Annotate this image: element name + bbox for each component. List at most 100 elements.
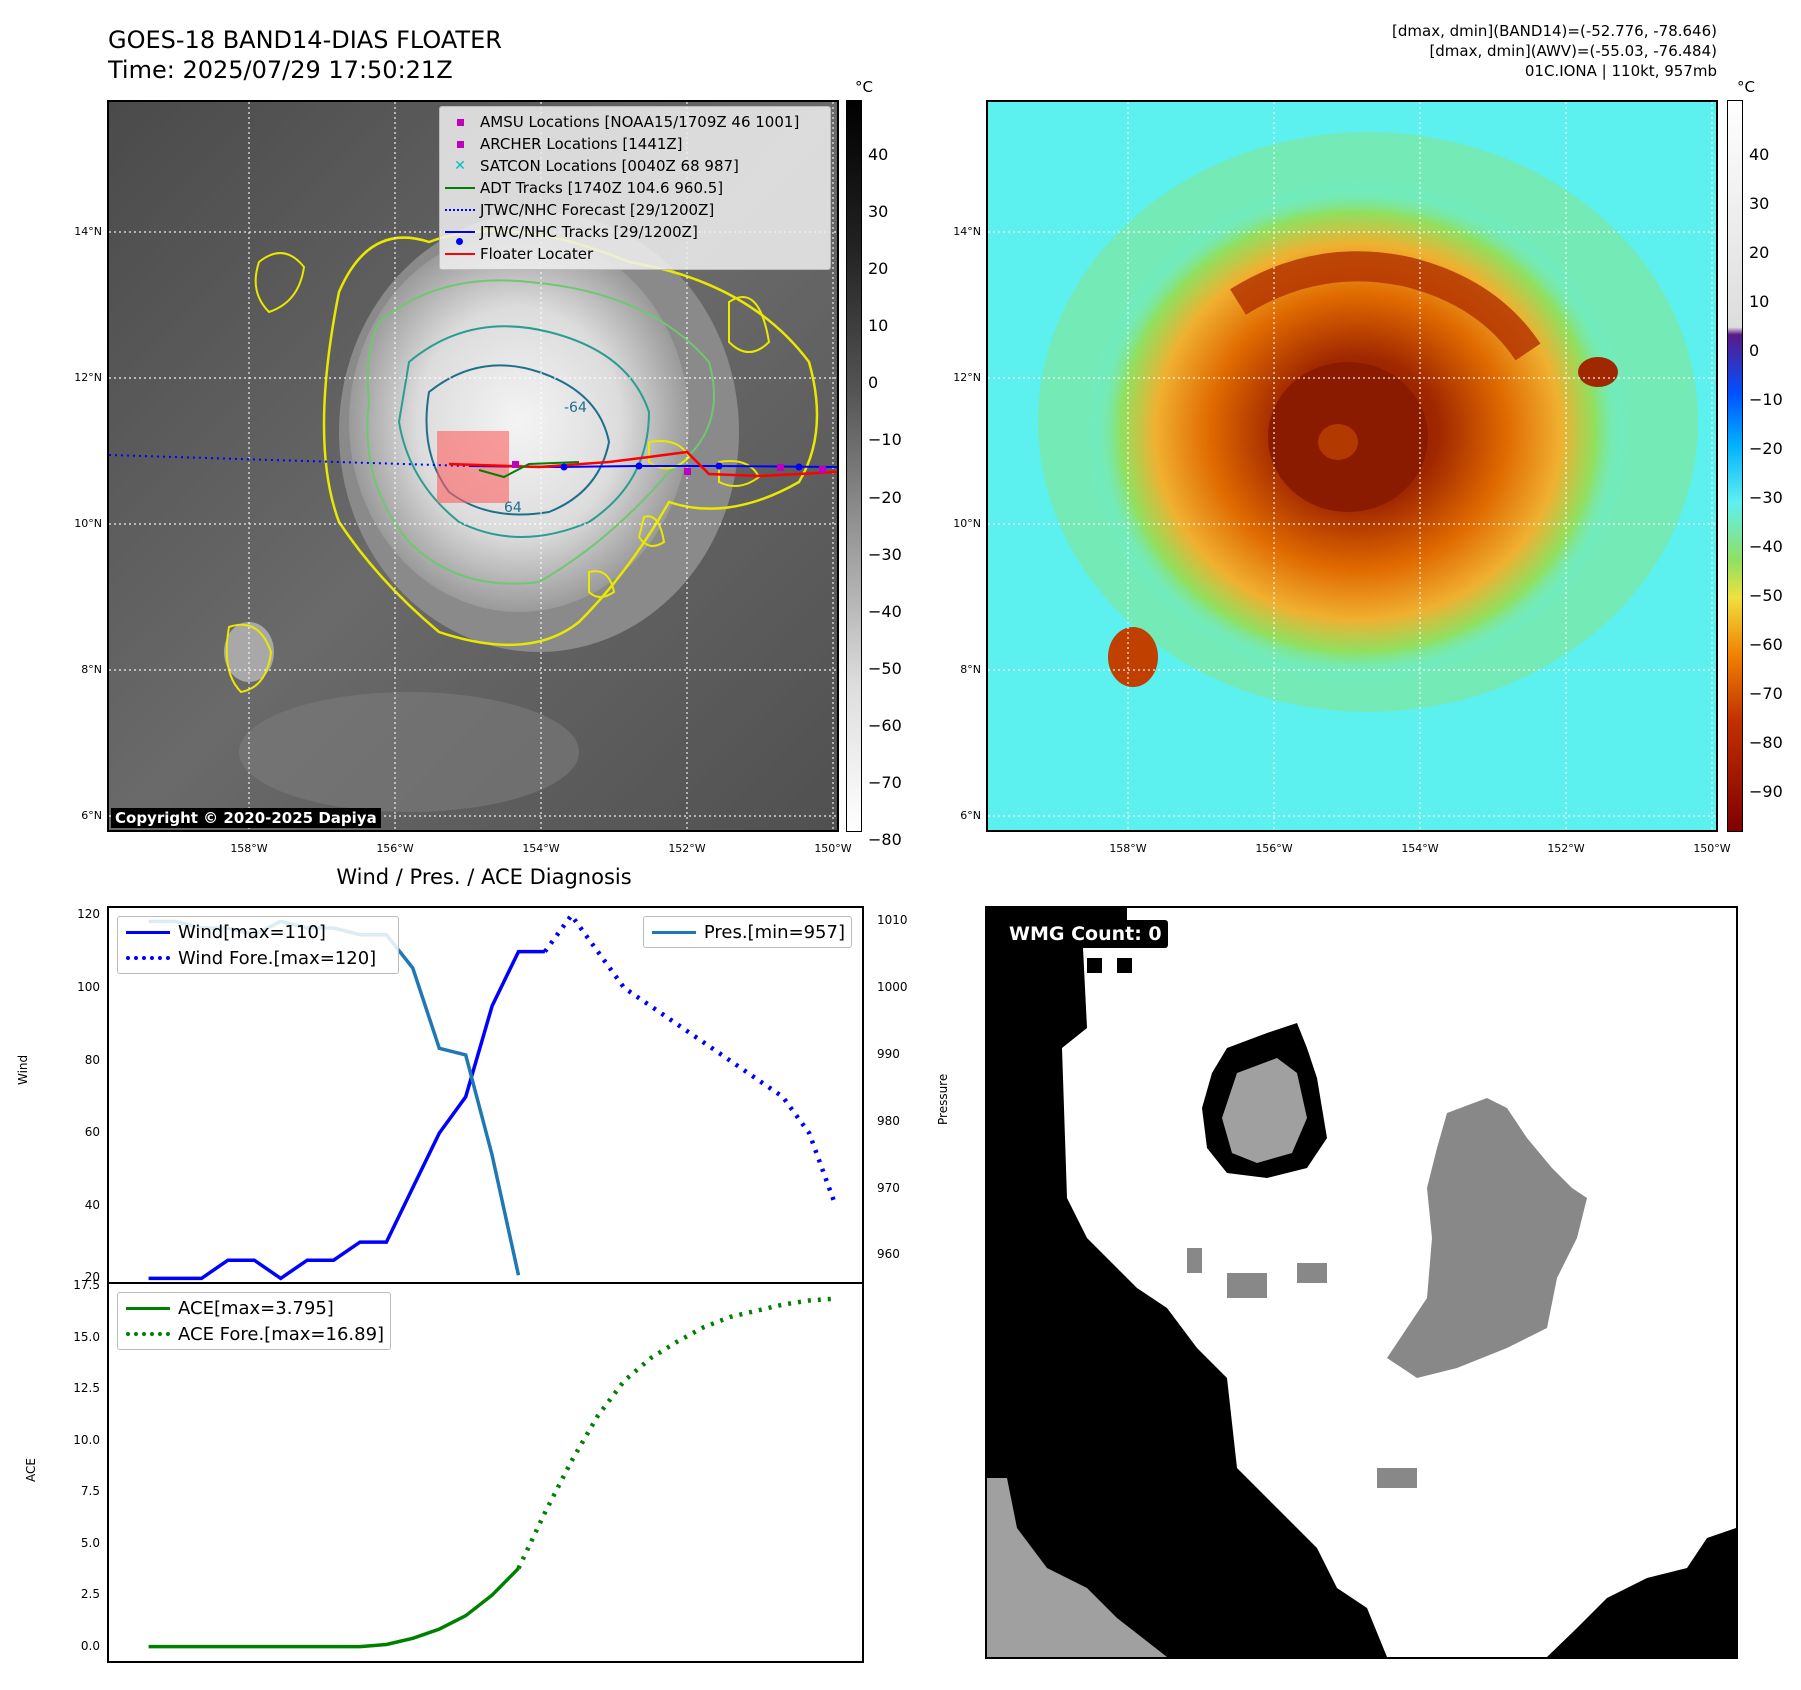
chart-time: Time: 2025/07/29 17:50:21Z bbox=[108, 56, 453, 84]
legend-wind: Wind[max=110] bbox=[118, 919, 398, 945]
legend-forecast: JTWC/NHC Forecast [29/1200Z] bbox=[440, 199, 830, 221]
lat-label: 10°N bbox=[953, 517, 981, 530]
colorbar-tick-label: −40 bbox=[868, 601, 902, 621]
axis-tick-label: 1010 bbox=[877, 913, 908, 928]
colorbar-tick-label: −10 bbox=[1749, 390, 1783, 409]
lon-label: 150°W bbox=[1693, 842, 1731, 855]
colorbar-tick-label: −70 bbox=[1749, 684, 1783, 703]
dotted-line-icon bbox=[126, 1332, 170, 1336]
colorbar-tick-label: 0 bbox=[868, 373, 879, 393]
wmg-count-badge: WMG Count: 0 bbox=[1003, 920, 1168, 948]
ir-map-panel: -64 64 AMSU Locations [NOAA15/1709Z 46 1… bbox=[107, 100, 839, 832]
lat-label: 8°N bbox=[81, 663, 102, 676]
colorbar-tick-label: −30 bbox=[868, 544, 902, 564]
lat-label: 6°N bbox=[960, 809, 981, 822]
axis-tick-label: 12.5 bbox=[73, 1381, 100, 1396]
lat-label: 14°N bbox=[953, 225, 981, 238]
axis-tick-label: 10.0 bbox=[73, 1432, 100, 1447]
colorbar-tick-label: 10 bbox=[868, 316, 889, 336]
axis-tick-label: 0.0 bbox=[80, 1638, 100, 1653]
axis-tick-label: 40 bbox=[84, 1197, 100, 1212]
lon-label: 154°W bbox=[522, 842, 560, 855]
colorbar-tick-label: −60 bbox=[868, 715, 902, 735]
legend-satcon: ✕ SATCON Locations [0040Z 68 987] bbox=[440, 155, 830, 177]
axis-tick-label: 120 bbox=[77, 907, 100, 922]
colorbar-tick-label: −60 bbox=[1749, 635, 1783, 654]
axis-tick-label: 990 bbox=[877, 1046, 900, 1061]
axis-tick-label: 2.5 bbox=[80, 1587, 100, 1602]
diagnosis-title: Wind / Pres. / ACE Diagnosis bbox=[336, 865, 632, 889]
lon-label: 156°W bbox=[1255, 842, 1293, 855]
series-line bbox=[543, 911, 838, 1207]
axis-tick-label: 1000 bbox=[877, 980, 908, 995]
colorbar-gray bbox=[846, 100, 862, 832]
colorbar-gray-unit: °C bbox=[855, 78, 873, 96]
lat-label: 14°N bbox=[74, 225, 102, 238]
meta-storm: 01C.IONA | 110kt, 957mb bbox=[1524, 62, 1717, 80]
lon-label: 150°W bbox=[814, 842, 852, 855]
axis-tick-label: 100 bbox=[77, 979, 100, 994]
contour-label-neg64: -64 bbox=[564, 400, 587, 416]
colorbar-tick-label: 20 bbox=[1749, 243, 1770, 262]
line-marker-icon bbox=[126, 1306, 170, 1310]
colorbar-tick-label: 40 bbox=[868, 145, 889, 164]
dotted-line-icon bbox=[445, 209, 475, 211]
lon-label: 156°W bbox=[376, 842, 414, 855]
meta-awv: [dmax, dmin](AWV)=(-55.03, -76.484) bbox=[1429, 42, 1717, 60]
colorbar-tick-label: −50 bbox=[868, 658, 902, 678]
legend-archer: ARCHER Locations [1441Z] bbox=[440, 133, 830, 155]
line-marker-icon bbox=[445, 187, 475, 189]
colorbar-tick-label: 10 bbox=[1749, 292, 1770, 311]
line-marker-icon bbox=[126, 930, 170, 934]
ace-legend: ACE[max=3.795] ACE Fore.[max=16.89] bbox=[117, 1292, 392, 1350]
wind-pressure-panel: Wind[max=110] Wind Fore.[max=120] Pres.[… bbox=[107, 906, 864, 1283]
dotted-line-icon bbox=[126, 956, 170, 960]
legend-ace: ACE[max=3.795] bbox=[118, 1295, 390, 1321]
copyright-label: Copyright © 2020-2025 Dapiya bbox=[111, 808, 381, 828]
legend-pres: Pres.[min=957] bbox=[644, 919, 851, 945]
axis-tick-label: 960 bbox=[877, 1247, 900, 1262]
series-line bbox=[148, 949, 545, 1281]
ace-ylabel: ACE bbox=[24, 1458, 38, 1482]
lat-label: 6°N bbox=[81, 809, 102, 822]
x-marker-icon: ✕ bbox=[454, 158, 466, 174]
lat-label: 12°N bbox=[953, 371, 981, 384]
awv-map-panel bbox=[986, 100, 1718, 832]
colorbar-tick-label: −50 bbox=[1749, 586, 1783, 605]
colorbar-tick-label: −40 bbox=[1749, 537, 1783, 556]
colorbar-tick-label: −80 bbox=[1749, 733, 1783, 752]
chart-title: GOES-18 BAND14-DIAS FLOATER bbox=[108, 26, 502, 54]
colorbar-tick-label: −20 bbox=[1749, 439, 1783, 458]
axis-tick-label: 80 bbox=[84, 1052, 100, 1067]
awv-map-image bbox=[988, 102, 1716, 830]
wmg-image bbox=[987, 908, 1736, 1657]
axis-tick-label: 20 bbox=[84, 1270, 100, 1285]
lat-label: 12°N bbox=[74, 371, 102, 384]
axis-tick-label: 17.5 bbox=[73, 1278, 100, 1293]
colorbar-tick-label: −70 bbox=[868, 772, 902, 792]
ace-plot bbox=[148, 1296, 836, 1649]
colorbar-tick-label: 20 bbox=[868, 259, 889, 279]
colorbar-tick-label: 30 bbox=[868, 202, 889, 222]
colorbar-tick-label: 0 bbox=[1749, 341, 1760, 360]
square-marker-icon bbox=[456, 140, 464, 148]
wind-legend: Wind[max=110] Wind Fore.[max=120] bbox=[117, 916, 399, 974]
colorbar-tick-label: −30 bbox=[1749, 488, 1783, 507]
axis-tick-label: 60 bbox=[84, 1125, 100, 1140]
line-dot-icon bbox=[445, 231, 475, 233]
lon-label: 154°W bbox=[1401, 842, 1439, 855]
colorbar-tick-label: 40 bbox=[1749, 145, 1770, 164]
colorbar-color-unit: °C bbox=[1737, 78, 1755, 96]
square-marker-icon bbox=[456, 118, 464, 126]
series-line bbox=[148, 1567, 520, 1649]
wmg-panel: WMG Count: 0 bbox=[985, 906, 1738, 1659]
lon-label: 158°W bbox=[1109, 842, 1147, 855]
lat-label: 8°N bbox=[960, 663, 981, 676]
lon-label: 152°W bbox=[1547, 842, 1585, 855]
axis-tick-label: 5.0 bbox=[80, 1535, 100, 1550]
legend-floater: Floater Locater bbox=[440, 243, 830, 265]
colorbar-tick-label: −20 bbox=[868, 487, 902, 507]
colorbar-tick-label: −10 bbox=[868, 430, 902, 450]
colorbar-color bbox=[1727, 100, 1743, 832]
lon-label: 152°W bbox=[668, 842, 706, 855]
